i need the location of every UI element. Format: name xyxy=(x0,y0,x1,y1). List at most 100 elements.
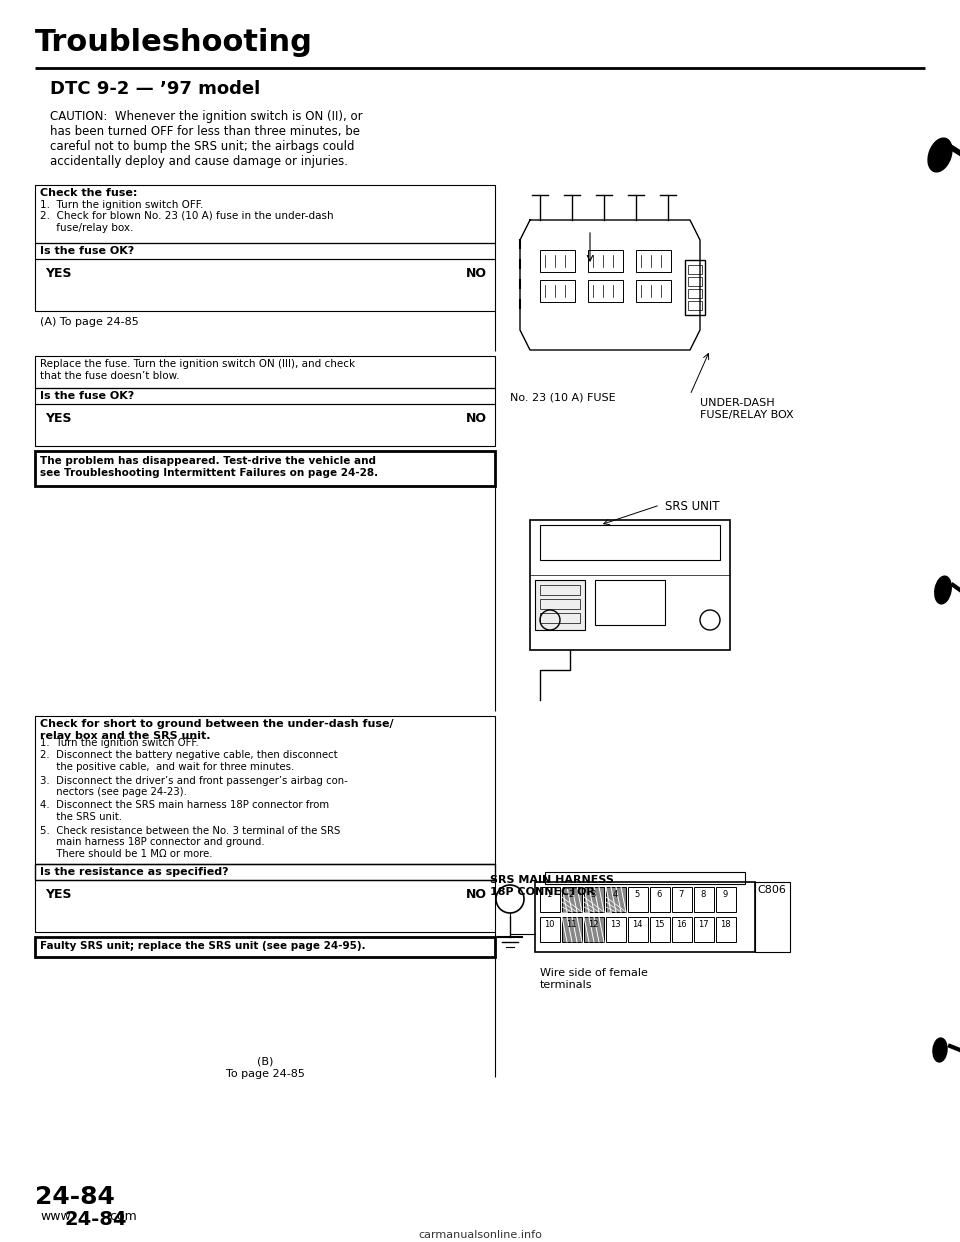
Bar xyxy=(716,917,736,941)
Text: carmanualsonline.info: carmanualsonline.info xyxy=(418,1230,542,1240)
Bar xyxy=(35,715,495,864)
Text: 2.  Disconnect the battery negative cable, then disconnect
     the positive cab: 2. Disconnect the battery negative cable… xyxy=(40,750,338,773)
Text: 24-84: 24-84 xyxy=(65,1210,128,1230)
Text: Wire side of female
terminals: Wire side of female terminals xyxy=(540,968,648,990)
Bar xyxy=(685,260,705,315)
Text: NO: NO xyxy=(466,888,487,900)
Text: The problem has disappeared. Test-drive the vehicle and
see Troubleshooting Inte: The problem has disappeared. Test-drive … xyxy=(40,456,378,478)
Bar xyxy=(606,887,626,912)
Bar xyxy=(694,887,714,912)
Text: Check for short to ground between the under-dash fuse/
relay box and the SRS uni: Check for short to ground between the un… xyxy=(40,719,394,740)
Text: 2: 2 xyxy=(568,891,574,899)
Text: www.: www. xyxy=(40,1210,74,1223)
Bar xyxy=(35,936,495,958)
Text: (A) To page 24-85: (A) To page 24-85 xyxy=(40,317,139,327)
Text: Troubleshooting: Troubleshooting xyxy=(35,29,313,57)
Bar xyxy=(694,917,714,941)
Bar xyxy=(540,887,560,912)
Bar xyxy=(688,277,702,286)
Bar xyxy=(35,185,495,243)
Bar xyxy=(540,585,580,595)
Text: 4: 4 xyxy=(612,891,617,899)
Bar xyxy=(636,279,671,302)
Bar xyxy=(545,872,745,884)
Bar xyxy=(535,882,755,953)
Bar xyxy=(595,580,665,625)
Bar xyxy=(35,356,495,388)
Text: 2.  Check for blown No. 23 (10 A) fuse in the under-dash
     fuse/relay box.: 2. Check for blown No. 23 (10 A) fuse in… xyxy=(40,211,334,232)
Ellipse shape xyxy=(935,576,951,604)
Bar xyxy=(688,301,702,310)
Text: 8: 8 xyxy=(700,891,706,899)
Text: 7: 7 xyxy=(679,891,684,899)
Text: No. 23 (10 A) FUSE: No. 23 (10 A) FUSE xyxy=(510,392,615,402)
Text: Replace the fuse. Turn the ignition switch ON (III), and check
that the fuse doe: Replace the fuse. Turn the ignition swit… xyxy=(40,359,355,380)
Bar xyxy=(688,265,702,274)
Bar xyxy=(540,614,580,623)
Bar xyxy=(35,404,495,446)
Text: 17: 17 xyxy=(698,920,708,929)
Bar xyxy=(672,887,692,912)
Text: 15: 15 xyxy=(654,920,664,929)
Bar xyxy=(535,580,585,630)
Text: (B): (B) xyxy=(257,1057,274,1067)
Text: Is the fuse OK?: Is the fuse OK? xyxy=(40,246,134,256)
Text: 6: 6 xyxy=(657,891,661,899)
Text: 4.  Disconnect the SRS main harness 18P connector from
     the SRS unit.: 4. Disconnect the SRS main harness 18P c… xyxy=(40,801,329,822)
Text: 3: 3 xyxy=(590,891,596,899)
Bar xyxy=(35,388,495,404)
Bar xyxy=(540,279,575,302)
Text: DTC 9-2 — ’97 model: DTC 9-2 — ’97 model xyxy=(50,79,260,98)
Text: 5: 5 xyxy=(635,891,639,899)
Bar xyxy=(606,917,626,941)
Bar xyxy=(584,917,604,941)
Bar xyxy=(588,250,623,272)
Text: 1.  Turn the ignition switch OFF.: 1. Turn the ignition switch OFF. xyxy=(40,200,204,210)
Bar xyxy=(562,887,582,912)
Text: 1: 1 xyxy=(546,891,552,899)
Text: 5.  Check resistance between the No. 3 terminal of the SRS
     main harness 18P: 5. Check resistance between the No. 3 te… xyxy=(40,826,341,858)
Bar xyxy=(636,250,671,272)
Text: UNDER-DASH
FUSE/RELAY BOX: UNDER-DASH FUSE/RELAY BOX xyxy=(700,397,794,420)
Text: 18: 18 xyxy=(720,920,731,929)
Text: To page 24-85: To page 24-85 xyxy=(226,1069,304,1079)
Bar xyxy=(755,882,790,953)
Bar xyxy=(688,289,702,298)
Text: 16: 16 xyxy=(676,920,686,929)
Bar xyxy=(628,917,648,941)
Text: YES: YES xyxy=(45,412,71,425)
Ellipse shape xyxy=(928,138,952,171)
Text: NO: NO xyxy=(466,412,487,425)
Text: 1.  Turn the ignition switch OFF.: 1. Turn the ignition switch OFF. xyxy=(40,738,199,748)
Bar xyxy=(540,599,580,609)
Text: 13: 13 xyxy=(610,920,620,929)
Bar xyxy=(530,520,730,650)
Bar xyxy=(584,887,604,912)
Text: Is the resistance as specified?: Is the resistance as specified? xyxy=(40,867,228,877)
Text: YES: YES xyxy=(45,888,71,900)
Text: 3.  Disconnect the driver’s and front passenger’s airbag con-
     nectors (see : 3. Disconnect the driver’s and front pas… xyxy=(40,775,348,797)
Ellipse shape xyxy=(933,1038,948,1062)
Text: 9: 9 xyxy=(722,891,728,899)
Text: C806: C806 xyxy=(757,886,786,895)
Bar xyxy=(35,864,495,881)
Bar xyxy=(540,250,575,272)
Bar xyxy=(672,917,692,941)
Text: Is the fuse OK?: Is the fuse OK? xyxy=(40,391,134,401)
Bar xyxy=(716,887,736,912)
Text: SRS MAIN HARNESS
18P CONNECTOR: SRS MAIN HARNESS 18P CONNECTOR xyxy=(490,876,613,897)
Text: YES: YES xyxy=(45,267,71,279)
Text: 10: 10 xyxy=(543,920,554,929)
Bar xyxy=(650,887,670,912)
Bar xyxy=(562,917,582,941)
Bar xyxy=(540,917,560,941)
Text: Check the fuse:: Check the fuse: xyxy=(40,188,137,197)
Bar xyxy=(35,451,495,486)
Bar xyxy=(35,881,495,932)
Bar xyxy=(588,279,623,302)
Text: 14: 14 xyxy=(632,920,642,929)
Bar xyxy=(540,525,720,560)
Text: Faulty SRS unit; replace the SRS unit (see page 24-95).: Faulty SRS unit; replace the SRS unit (s… xyxy=(40,941,366,951)
Bar xyxy=(35,260,495,310)
Text: .com: .com xyxy=(107,1210,137,1223)
